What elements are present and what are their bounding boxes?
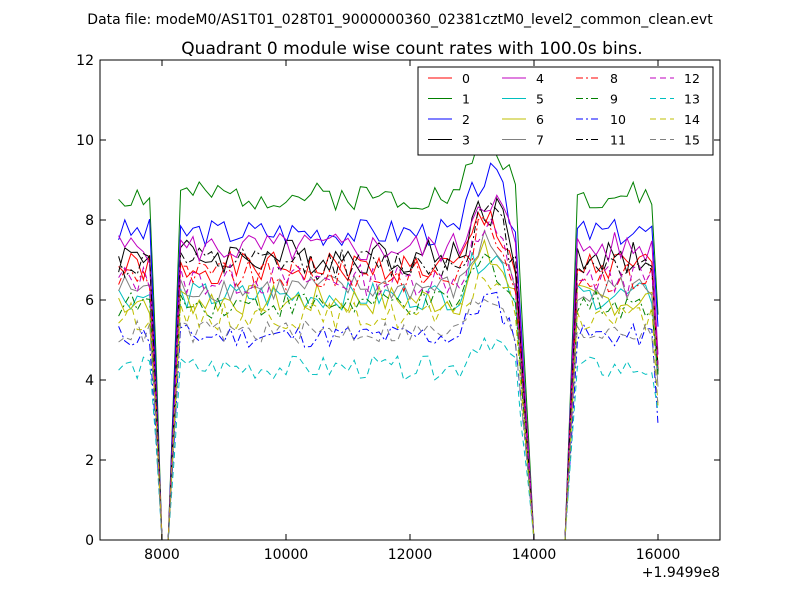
y-tick-label-10: 10	[76, 133, 94, 149]
legend-label-5: 5	[536, 92, 544, 107]
y-tick-label-0: 0	[85, 533, 94, 549]
legend-label-9: 9	[610, 92, 618, 107]
series-line-10	[118, 291, 659, 541]
legend-label-13: 13	[684, 92, 700, 107]
legend-label-14: 14	[684, 112, 700, 127]
legend-label-11: 11	[610, 133, 626, 148]
series-line-9	[118, 253, 659, 541]
legend-label-2: 2	[462, 112, 470, 127]
series-line-14	[118, 273, 659, 541]
x-tick-label-12000: 12000	[388, 547, 433, 563]
legend-label-8: 8	[610, 71, 618, 86]
plot-lines	[118, 122, 659, 541]
y-tick-label-2: 2	[85, 453, 94, 469]
x-offset-label: +1.9499e8	[642, 565, 720, 581]
legend-label-6: 6	[536, 112, 544, 127]
x-tick-label-10000: 10000	[264, 547, 309, 563]
y-tick-label-12: 12	[76, 53, 94, 69]
series-line-15	[118, 298, 659, 541]
x-tick-label-14000: 14000	[512, 547, 557, 563]
legend-label-0: 0	[462, 71, 470, 86]
series-line-11	[118, 202, 659, 541]
legend-label-15: 15	[684, 133, 700, 148]
y-tick-label-4: 4	[85, 373, 94, 389]
x-tick-label-16000: 16000	[636, 547, 681, 563]
y-tick-label-6: 6	[85, 293, 94, 309]
legend-label-3: 3	[462, 133, 470, 148]
legend-label-1: 1	[462, 92, 470, 107]
y-tick-label-8: 8	[85, 213, 94, 229]
series-line-8	[118, 216, 659, 541]
chart-title: Quadrant 0 module wise count rates with …	[181, 39, 642, 59]
legend-label-10: 10	[610, 112, 626, 127]
series-line-13	[118, 336, 659, 541]
legend-label-4: 4	[536, 71, 544, 86]
legend-label-7: 7	[536, 133, 544, 148]
x-tick-label-8000: 8000	[144, 547, 180, 563]
data-file-label: Data file: modeM0/AS1T01_028T01_90000003…	[87, 12, 713, 28]
legend-label-12: 12	[684, 71, 700, 86]
legend-box	[417, 66, 714, 156]
